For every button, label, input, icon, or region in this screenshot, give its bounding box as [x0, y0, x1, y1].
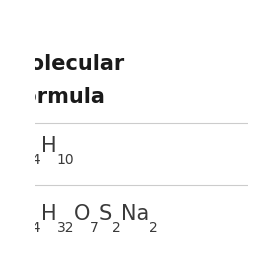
Text: C: C: [9, 204, 23, 224]
Text: 32: 32: [57, 221, 74, 235]
Text: 2: 2: [112, 221, 121, 235]
Text: H: H: [41, 204, 57, 224]
Text: 2: 2: [149, 221, 158, 235]
Text: S: S: [99, 204, 112, 224]
Text: H: H: [41, 136, 57, 156]
Text: O: O: [74, 204, 90, 224]
Text: 24: 24: [23, 221, 41, 235]
Text: Molecular: Molecular: [9, 54, 124, 74]
Text: 7: 7: [90, 221, 99, 235]
Text: Formula: Formula: [9, 87, 105, 107]
Text: C: C: [9, 136, 23, 156]
Text: 10: 10: [57, 153, 74, 167]
Text: Na: Na: [121, 204, 149, 224]
Text: 14: 14: [23, 153, 41, 167]
